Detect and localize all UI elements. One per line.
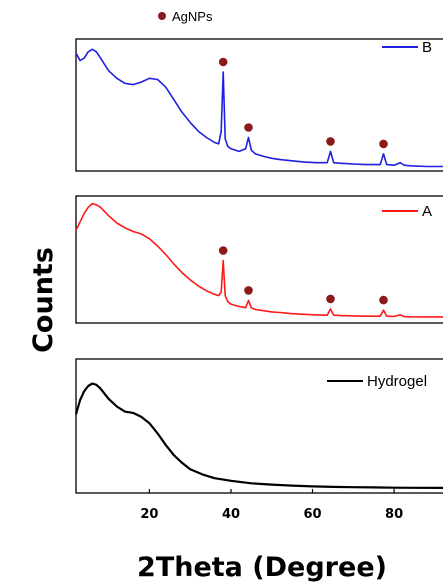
panel-a: A xyxy=(75,195,443,324)
annotation-key: AgNPs xyxy=(158,9,213,24)
agnps-marker xyxy=(218,57,228,67)
panel-b: B xyxy=(75,38,443,172)
legend-hydrogel: Hydrogel xyxy=(327,373,427,390)
panel-frame xyxy=(75,195,443,324)
x-axis-label: 2Theta (Degree) xyxy=(137,552,387,583)
y-axis-label: Counts xyxy=(28,247,59,353)
agnps-marker xyxy=(379,295,388,305)
panel-frame xyxy=(75,358,443,494)
legend-a: A xyxy=(382,203,432,220)
agnps-marker xyxy=(379,139,388,149)
agnps-marker xyxy=(244,123,253,132)
x-tick-label: 40 xyxy=(222,507,240,522)
x-tick-labels: 20 40 60 80 xyxy=(140,489,403,522)
legend-label: Hydrogel xyxy=(367,373,427,390)
agnps-marker xyxy=(244,286,253,295)
legend-label: B xyxy=(422,39,432,56)
agnps-key-dot xyxy=(158,12,166,20)
legend-b: B xyxy=(382,39,432,56)
x-tick-label: 80 xyxy=(385,507,403,522)
legend-label: A xyxy=(422,203,432,220)
panel-hydrogel: Hydrogel xyxy=(74,358,443,494)
agnps-key-label: AgNPs xyxy=(172,9,213,24)
agnps-marker xyxy=(326,137,335,146)
series-line-hydrogel xyxy=(74,382,443,489)
x-tick-label: 60 xyxy=(303,507,321,522)
panel-frame xyxy=(75,38,443,172)
agnps-marker xyxy=(326,294,335,304)
x-tick-label: 20 xyxy=(140,507,158,522)
panels-group: B A Hydrogel xyxy=(74,38,443,494)
agnps-marker xyxy=(218,246,228,255)
series-line-a xyxy=(75,202,443,318)
series-line-b xyxy=(75,48,443,168)
